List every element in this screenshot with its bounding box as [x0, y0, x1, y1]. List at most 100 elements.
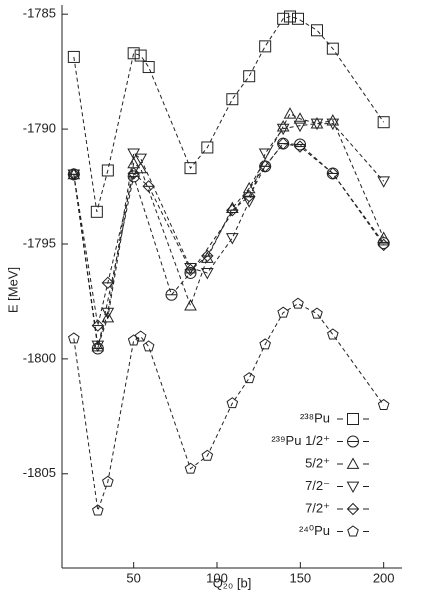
marker — [101, 276, 115, 290]
marker — [276, 137, 290, 150]
marker — [134, 153, 148, 166]
x-tick-label: 50 — [126, 570, 140, 585]
marker — [259, 40, 272, 53]
x-tick-label: 200 — [373, 570, 395, 585]
marker — [184, 299, 197, 311]
marker — [91, 319, 105, 332]
marker — [201, 141, 214, 154]
marker — [127, 334, 140, 346]
marker — [293, 112, 307, 124]
legend-marker — [347, 413, 359, 425]
marker — [67, 168, 81, 181]
marker — [134, 49, 147, 62]
marker — [67, 169, 81, 181]
marker-rhomb — [142, 180, 155, 193]
marker-rhomb — [91, 319, 105, 332]
marker — [142, 340, 155, 352]
marker — [201, 449, 214, 461]
marker — [243, 372, 255, 384]
marker-rhomb — [293, 140, 307, 153]
marker — [200, 251, 214, 263]
marker — [165, 288, 178, 301]
marker — [92, 504, 104, 516]
x-tick-label: 100 — [206, 570, 228, 585]
marker — [101, 307, 115, 320]
marker-rhomb — [226, 204, 239, 217]
marker — [134, 161, 148, 174]
marker — [258, 160, 272, 173]
marker — [102, 475, 114, 487]
marker-rhomb — [276, 137, 290, 150]
marker — [225, 233, 239, 245]
legend-marker — [347, 525, 359, 537]
legend-label: 5/2⁺ — [305, 455, 330, 470]
marker — [242, 189, 256, 203]
marker — [68, 332, 80, 344]
legend-label: ²³⁸Pu — [300, 410, 330, 425]
marker — [311, 24, 323, 37]
marker — [377, 238, 390, 252]
legend-label: 7/2⁻ — [305, 478, 330, 493]
y-tick-label: -1785 — [23, 6, 56, 21]
marker — [67, 167, 81, 180]
marker — [284, 10, 296, 23]
marker — [184, 263, 197, 277]
y-axis-label: E [MeV] — [5, 267, 20, 313]
x-axis-label: Q₂₀ [b] — [213, 575, 252, 590]
series-line — [73, 143, 385, 349]
marker — [101, 164, 114, 177]
marker — [311, 307, 323, 319]
marker — [326, 118, 340, 131]
marker-rhomb — [242, 189, 256, 203]
marker — [184, 162, 197, 175]
marker — [277, 306, 289, 318]
x-tick-label: 150 — [289, 570, 311, 585]
marker-rhomb — [184, 263, 197, 277]
y-tick-label: -1795 — [23, 235, 56, 250]
marker — [327, 328, 339, 340]
marker — [142, 61, 155, 74]
legend-label: 7/2⁺ — [305, 500, 330, 515]
marker-rhomb — [346, 502, 360, 516]
marker — [292, 297, 304, 309]
legend-marker — [347, 435, 359, 448]
marker — [293, 120, 307, 133]
marker — [377, 398, 390, 411]
series-line — [73, 303, 385, 511]
marker — [276, 120, 290, 132]
series-line — [73, 15, 385, 212]
marker — [377, 231, 391, 243]
marker-rhomb — [377, 238, 390, 252]
marker — [326, 114, 340, 126]
marker — [200, 268, 214, 280]
marker — [127, 167, 140, 180]
marker — [226, 93, 239, 106]
series-line — [73, 123, 385, 346]
y-tick-label: -1790 — [23, 121, 56, 136]
y-tick-label: -1805 — [23, 465, 56, 480]
marker — [184, 262, 197, 275]
marker — [101, 310, 115, 323]
marker — [134, 330, 147, 342]
marker — [90, 205, 103, 218]
marker — [142, 180, 155, 193]
marker — [283, 107, 297, 119]
marker — [127, 47, 140, 60]
marker — [259, 338, 271, 350]
legend-marker — [346, 481, 360, 494]
marker-rhomb — [127, 167, 140, 180]
marker — [243, 70, 256, 83]
marker — [277, 12, 290, 25]
marker — [326, 42, 339, 55]
marker — [201, 249, 214, 263]
marker — [310, 117, 324, 129]
marker — [326, 167, 340, 180]
legend-label: ²³⁹Pu 1/2⁺ — [271, 433, 330, 448]
marker — [292, 12, 304, 25]
marker-rhomb — [67, 168, 81, 181]
marker — [184, 462, 197, 474]
marker — [242, 196, 256, 208]
marker — [67, 50, 80, 63]
marker — [293, 140, 307, 153]
